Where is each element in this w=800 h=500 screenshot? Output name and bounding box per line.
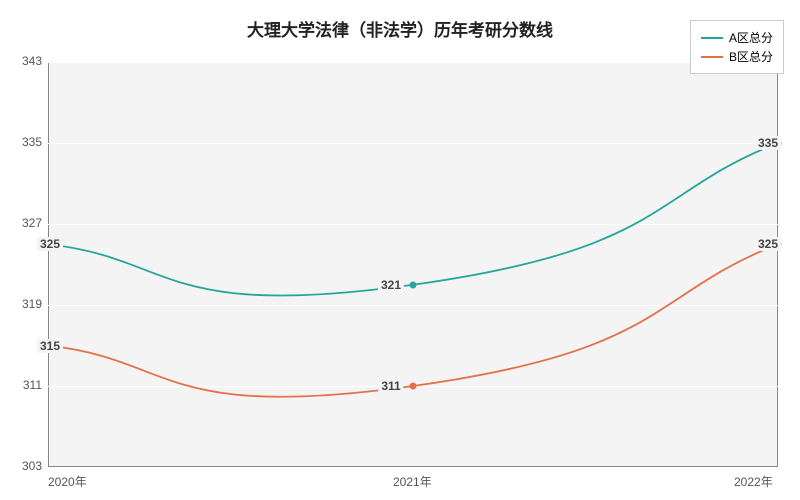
point-label: 315 xyxy=(37,339,63,353)
data-point xyxy=(410,383,417,390)
legend-label: B区总分 xyxy=(729,48,773,65)
y-tick-label: 343 xyxy=(22,54,42,68)
point-label: 311 xyxy=(378,379,403,393)
point-label: 321 xyxy=(378,278,404,292)
y-tick-label: 335 xyxy=(22,135,42,149)
y-tick-label: 303 xyxy=(22,459,42,473)
gridline-h xyxy=(48,224,778,225)
legend: A区总分 B区总分 xyxy=(690,20,784,74)
plot-area xyxy=(48,62,778,467)
gridline-h xyxy=(48,305,778,306)
x-tick-label: 2020年 xyxy=(48,473,87,490)
point-label: 335 xyxy=(755,136,781,150)
y-tick-label: 327 xyxy=(22,216,42,230)
legend-item: A区总分 xyxy=(701,29,773,46)
x-tick-label: 2022年 xyxy=(734,473,773,490)
gridline-h xyxy=(48,143,778,144)
score-line-chart: 大理大学法律（非法学）历年考研分数线 303 311 319 327 335 343 2020… xyxy=(0,0,800,500)
gridline-h xyxy=(48,62,778,63)
y-tick-label: 311 xyxy=(23,378,42,392)
point-label: 325 xyxy=(37,237,63,251)
legend-swatch xyxy=(701,56,723,58)
chart-title: 大理大学法律（非法学）历年考研分数线 xyxy=(0,16,800,41)
x-tick-label: 2021年 xyxy=(393,473,432,490)
legend-item: B区总分 xyxy=(701,48,773,65)
data-point xyxy=(410,281,417,288)
legend-swatch xyxy=(701,37,723,39)
y-tick-label: 319 xyxy=(22,297,42,311)
legend-label: A区总分 xyxy=(729,29,773,46)
point-label: 325 xyxy=(755,237,781,251)
